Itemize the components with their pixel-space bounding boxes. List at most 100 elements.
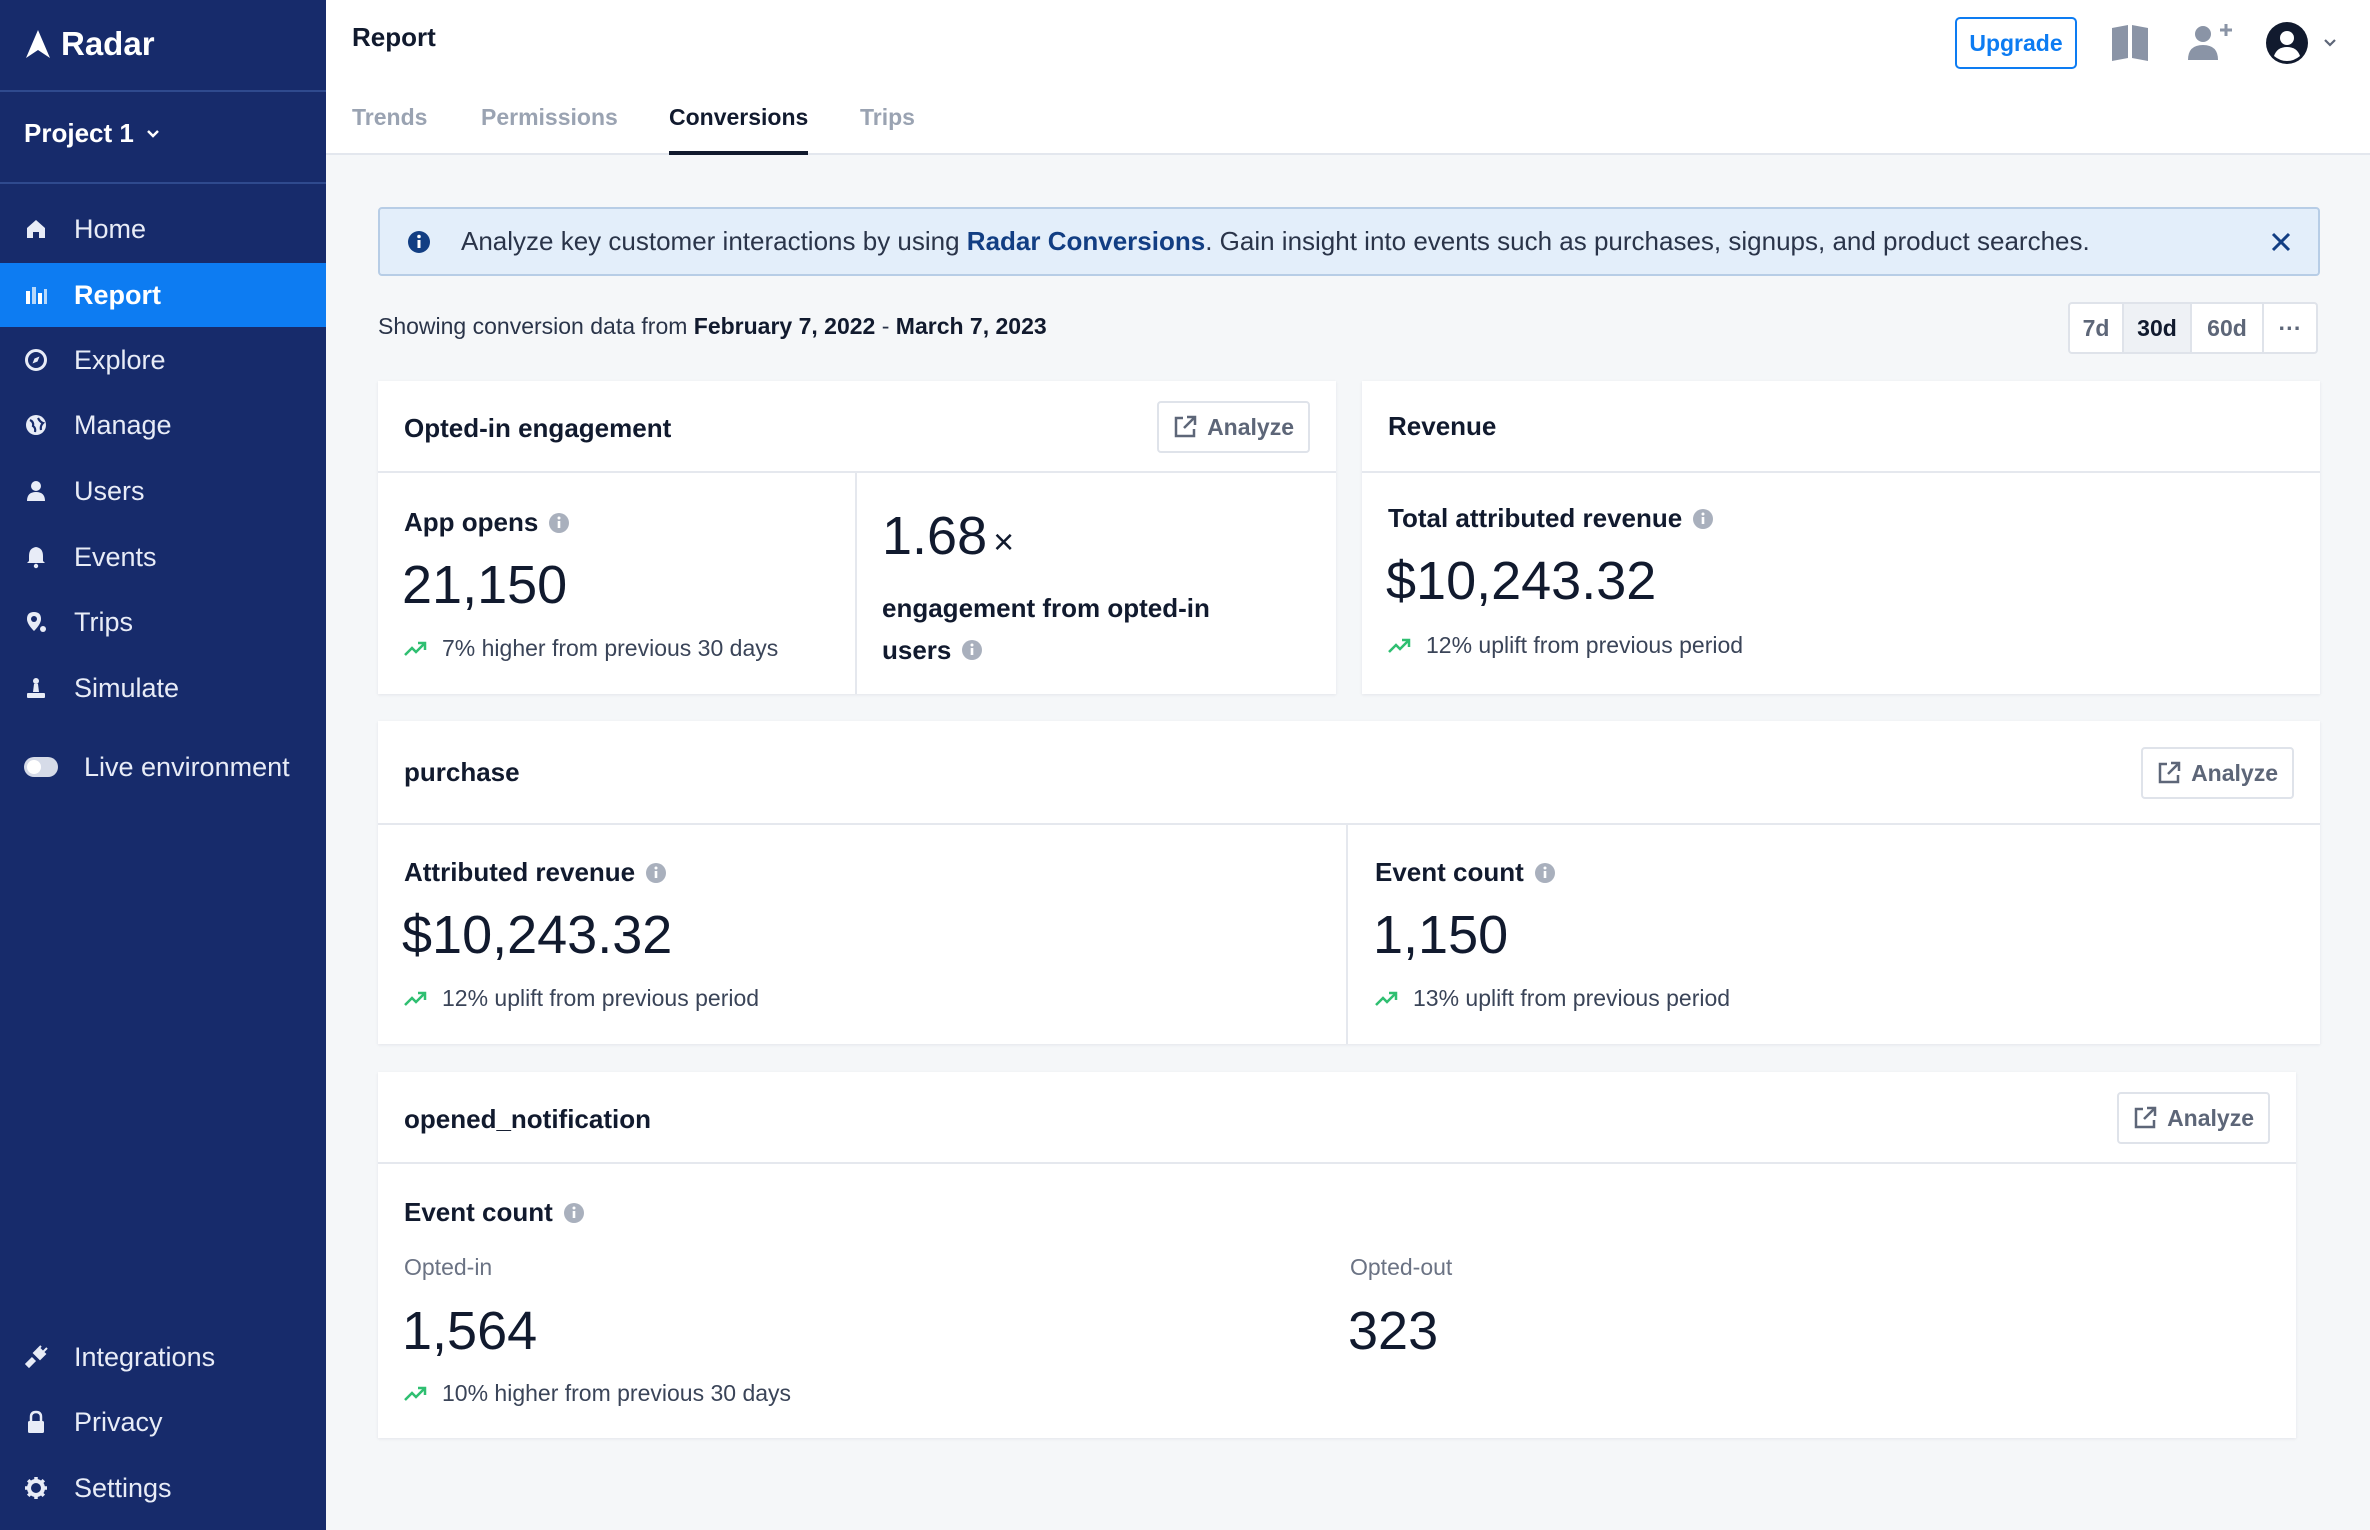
opted-out-value: 323 [1348,1301,1439,1361]
opted-in-value: 1,564 [402,1301,538,1361]
card-divider [855,473,857,694]
info-icon[interactable] [961,639,983,661]
info-icon[interactable] [548,512,570,534]
event-count-label: Event count [1375,857,1556,888]
banner-suffix: . Gain insight into events such as purch… [1205,226,2090,256]
sidebar-item-events[interactable]: Events [0,525,326,589]
purchase-card: purchase Analyze Attributed revenue $10,… [378,721,2320,1044]
tab-conversions[interactable]: Conversions [669,104,809,130]
sidebar-item-label: Trips [74,606,133,637]
date-range-prefix: Showing conversion data from [378,313,694,339]
tab-permissions[interactable]: Permissions [481,104,618,130]
sidebar-divider [0,182,326,184]
opted-out-label: Opted-out [1350,1254,1453,1280]
tab-trends[interactable]: Trends [352,104,428,130]
gear-icon [25,1477,47,1499]
brand-name: Radar [61,25,155,62]
home-icon [27,220,45,238]
sidebar-item-label: Home [74,213,147,244]
plug-icon [24,1345,48,1369]
trend-up-icon [404,641,427,656]
info-icon [408,230,430,253]
range-7d-button[interactable]: 7d [2070,304,2124,352]
card-title: Revenue [1388,411,1497,441]
project-selector[interactable]: Project 1 [24,118,160,149]
sidebar-item-home[interactable]: Home [0,197,326,261]
app-opens-value: 21,150 [402,555,568,615]
info-icon[interactable] [1534,862,1556,884]
upgrade-button[interactable]: Upgrade [1955,17,2077,69]
sidebar-item-label: Report [74,279,161,310]
date-range-end: March 7, 2023 [895,313,1047,339]
info-icon[interactable] [645,862,667,884]
attributed-revenue-value: $10,243.32 [402,905,673,965]
bell-icon [27,547,45,569]
analyze-button[interactable]: Analyze [2141,747,2294,799]
brand-logo[interactable]: Radar [25,22,155,66]
app-opens-label: App opens [404,507,570,538]
info-icon[interactable] [563,1202,585,1224]
analyze-label: Analyze [1207,413,1294,440]
close-icon[interactable] [2270,231,2292,253]
trend-up-icon [404,1386,427,1401]
external-link-icon [1174,415,1197,438]
sidebar-item-explore[interactable]: Explore [0,328,326,392]
add-user-icon[interactable] [2186,22,2234,62]
analyze-button[interactable]: Analyze [2117,1092,2270,1144]
attributed-revenue-label: Attributed revenue [404,857,667,888]
card-header: opened_notification Analyze [378,1072,2296,1164]
revenue-card: Revenue Total attributed revenue $10,243… [1362,381,2320,694]
sidebar-item-users[interactable]: Users [0,459,326,523]
sidebar-item-simulate[interactable]: Simulate [0,656,326,720]
book-icon[interactable] [2110,24,2150,62]
multiplier-number: 1.68 [882,506,988,566]
avatar-icon[interactable] [2265,21,2309,65]
attributed-revenue-label-text: Attributed revenue [404,857,636,887]
opted-in-engagement-card: Opted-in engagement Analyze App opens 21… [378,381,1336,694]
live-environment-toggle[interactable]: Live environment [0,735,326,799]
multiplier-symbol: × [993,521,1015,562]
sidebar-item-trips[interactable]: Trips [0,590,326,654]
sidebar-item-privacy[interactable]: Privacy [0,1390,326,1454]
analyze-button[interactable]: Analyze [1157,401,1310,453]
pin-icon [27,612,46,632]
multiplier-label-line1: engagement from opted-in [882,593,1210,623]
attributed-revenue-delta-text: 12% uplift from previous period [442,985,760,1011]
multiplier-label-line2: users [882,635,952,665]
beacon-icon [27,678,45,698]
sidebar-item-label: Privacy [74,1406,163,1437]
trend-up-icon [1388,638,1411,653]
total-revenue-delta-text: 12% uplift from previous period [1426,632,1744,658]
compass-icon [25,349,47,371]
event-count-delta: 13% uplift from previous period [1375,985,1730,1012]
banner-link[interactable]: Radar Conversions [966,226,1206,256]
sidebar-item-label: Settings [74,1472,172,1503]
range-30d-button[interactable]: 30d [2124,304,2192,352]
globe-icon [26,415,46,435]
tab-trips[interactable]: Trips [860,104,915,130]
engagement-multiplier-label: engagement from opted-in users [882,587,1210,671]
analyze-label: Analyze [2167,1104,2254,1131]
app-opens-delta-text: 7% higher from previous 30 days [442,635,779,661]
info-icon[interactable] [1692,508,1714,530]
opted-in-label: Opted-in [404,1254,493,1280]
sidebar-item-settings[interactable]: Settings [0,1456,326,1520]
sidebar-item-label: Manage [74,409,172,440]
sidebar-item-report[interactable]: Report [0,263,326,327]
card-header: Revenue [1362,381,2320,473]
user-icon [27,481,45,501]
sidebar-item-manage[interactable]: Manage [0,393,326,457]
top-header: Report Trends Permissions Conversions Tr… [326,0,2370,155]
opted-in-delta: 10% higher from previous 30 days [404,1380,791,1407]
trend-up-icon [404,991,427,1006]
project-name: Project 1 [24,118,134,148]
sidebar-item-integrations[interactable]: Integrations [0,1325,326,1389]
range-60d-button[interactable]: 60d [2192,304,2264,352]
sidebar-item-label: Integrations [74,1341,216,1372]
more-options-button[interactable]: ··· [2278,314,2302,341]
external-link-icon [2134,1106,2157,1129]
sidebar-divider [0,90,326,92]
sidebar-item-label: Users [74,475,145,506]
app-opens-label-text: App opens [404,507,539,537]
chevron-down-icon[interactable] [2323,38,2337,48]
